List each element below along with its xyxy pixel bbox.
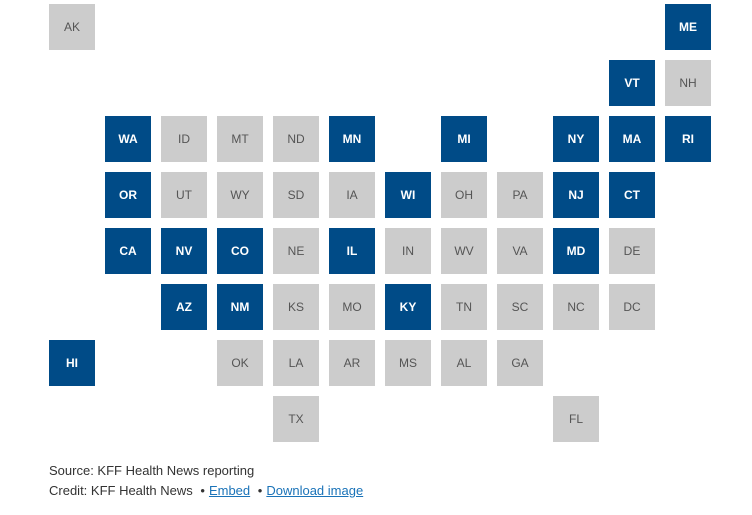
state-tile-ks[interactable]: KS [273,284,319,330]
state-tile-pa[interactable]: PA [497,172,543,218]
state-tile-de[interactable]: DE [609,228,655,274]
state-tile-wy[interactable]: WY [217,172,263,218]
state-tile-ia[interactable]: IA [329,172,375,218]
state-tile-mn[interactable]: MN [329,116,375,162]
state-tile-wv[interactable]: WV [441,228,487,274]
state-tile-ca[interactable]: CA [105,228,151,274]
state-tile-mi[interactable]: MI [441,116,487,162]
state-tile-id[interactable]: ID [161,116,207,162]
state-tile-nd[interactable]: ND [273,116,319,162]
separator: • [257,483,263,498]
state-tile-fl[interactable]: FL [553,396,599,442]
credit-text: Credit: KFF Health News [49,483,193,498]
state-tile-sc[interactable]: SC [497,284,543,330]
state-tile-nv[interactable]: NV [161,228,207,274]
state-tile-ok[interactable]: OK [217,340,263,386]
source-note: Source: KFF Health News reporting [49,461,254,481]
state-tile-mt[interactable]: MT [217,116,263,162]
state-tile-me[interactable]: ME [665,4,711,50]
state-tile-wa[interactable]: WA [105,116,151,162]
state-tile-sd[interactable]: SD [273,172,319,218]
state-tile-md[interactable]: MD [553,228,599,274]
state-tile-ma[interactable]: MA [609,116,655,162]
state-tile-co[interactable]: CO [217,228,263,274]
state-tile-ny[interactable]: NY [553,116,599,162]
state-tile-hi[interactable]: HI [49,340,95,386]
state-tile-in[interactable]: IN [385,228,431,274]
state-tile-ak[interactable]: AK [49,4,95,50]
state-tile-map: AK ME VT NH WA ID MT ND MN MI NY MA RI OR UT WY SD IA WI OH… [49,4,711,442]
credit-line: Credit: KFF Health News • Embed • Download… [49,481,363,501]
state-tile-nj[interactable]: NJ [553,172,599,218]
state-tile-ar[interactable]: AR [329,340,375,386]
state-tile-tn[interactable]: TN [441,284,487,330]
state-tile-ne[interactable]: NE [273,228,319,274]
state-tile-vt[interactable]: VT [609,60,655,106]
state-tile-ri[interactable]: RI [665,116,711,162]
state-tile-dc[interactable]: DC [609,284,655,330]
state-tile-al[interactable]: AL [441,340,487,386]
state-tile-va[interactable]: VA [497,228,543,274]
state-tile-nh[interactable]: NH [665,60,711,106]
state-tile-az[interactable]: AZ [161,284,207,330]
state-tile-la[interactable]: LA [273,340,319,386]
state-tile-nm[interactable]: NM [217,284,263,330]
state-tile-ga[interactable]: GA [497,340,543,386]
embed-link[interactable]: Embed [208,483,251,498]
state-tile-ky[interactable]: KY [385,284,431,330]
state-tile-ms[interactable]: MS [385,340,431,386]
state-tile-mo[interactable]: MO [329,284,375,330]
state-tile-ut[interactable]: UT [161,172,207,218]
state-tile-ct[interactable]: CT [609,172,655,218]
separator: • [200,483,205,498]
state-tile-il[interactable]: IL [329,228,375,274]
state-tile-or[interactable]: OR [105,172,151,218]
state-tile-tx[interactable]: TX [273,396,319,442]
download-image-link[interactable]: Download image [266,483,364,498]
state-tile-oh[interactable]: OH [441,172,487,218]
state-tile-wi[interactable]: WI [385,172,431,218]
state-tile-nc[interactable]: NC [553,284,599,330]
source-text: Source: KFF Health News reporting [49,463,255,478]
